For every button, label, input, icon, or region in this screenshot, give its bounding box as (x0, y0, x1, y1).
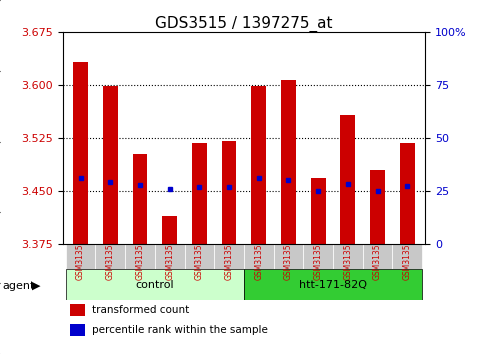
Title: GDS3515 / 1397275_at: GDS3515 / 1397275_at (155, 16, 333, 32)
Bar (222, 141, 237, 244)
Text: GSM313584: GSM313584 (284, 233, 293, 280)
Bar (400, 143, 414, 244)
Bar (192, 143, 207, 244)
Text: GSM313577: GSM313577 (76, 233, 85, 280)
Text: GSM313579: GSM313579 (136, 233, 144, 280)
Bar (214, 244, 244, 269)
Bar (311, 178, 326, 244)
Bar (132, 154, 147, 244)
Bar (73, 62, 88, 244)
Text: GSM313582: GSM313582 (225, 233, 234, 280)
Bar (273, 244, 303, 269)
Text: control: control (136, 280, 174, 290)
Bar (341, 114, 355, 244)
Text: percentile rank within the sample: percentile rank within the sample (92, 325, 268, 335)
Bar (70, 304, 85, 316)
Bar (125, 244, 155, 269)
Bar (155, 244, 185, 269)
Bar (251, 86, 266, 244)
Bar (70, 324, 85, 336)
Bar (103, 86, 118, 244)
Text: GSM313586: GSM313586 (343, 233, 352, 280)
Bar (303, 244, 333, 269)
Bar (244, 244, 273, 269)
Text: GSM313581: GSM313581 (195, 233, 204, 280)
Text: GSM313587: GSM313587 (373, 233, 382, 280)
Bar (244, 269, 422, 300)
Bar (162, 216, 177, 244)
Text: transformed count: transformed count (92, 305, 189, 315)
Bar (185, 244, 214, 269)
Bar (281, 80, 296, 244)
Bar (66, 269, 244, 300)
Text: htt-171-82Q: htt-171-82Q (299, 280, 367, 290)
Bar (392, 244, 422, 269)
Text: ▶: ▶ (32, 281, 41, 291)
Bar (333, 244, 363, 269)
Bar (370, 170, 385, 244)
Text: GSM313578: GSM313578 (106, 233, 115, 280)
Text: GSM313583: GSM313583 (254, 233, 263, 280)
Bar (66, 244, 96, 269)
Bar (96, 244, 125, 269)
Text: GSM313585: GSM313585 (313, 233, 323, 280)
Text: agent: agent (2, 281, 35, 291)
Text: GSM313588: GSM313588 (403, 233, 412, 280)
Text: GSM313580: GSM313580 (165, 233, 174, 280)
Bar (363, 244, 392, 269)
